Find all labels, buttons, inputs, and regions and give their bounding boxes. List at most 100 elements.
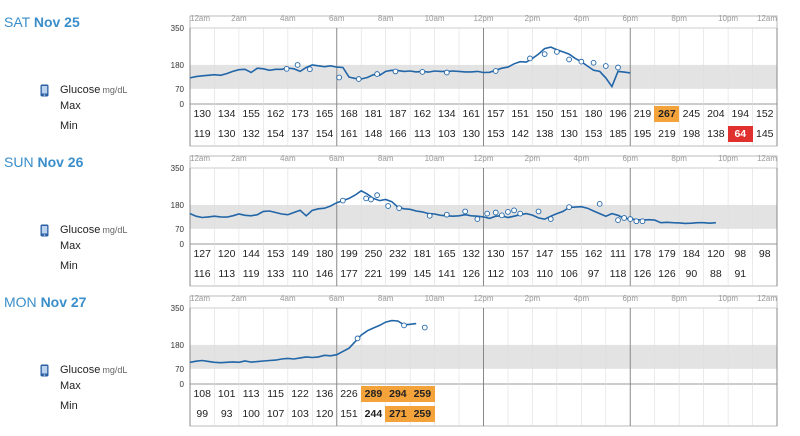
glucose-reading-point: [602, 63, 609, 69]
glucose-reading-point: [505, 209, 511, 215]
day-section-mon: MON Nov 27 Glucose mg/dL Max Min 12am 2am 4…: [0, 290, 800, 430]
max-value-cell: 134: [217, 108, 236, 120]
max-value-cell: 199: [340, 248, 358, 260]
day-date: Nov 25: [33, 14, 80, 30]
time-label: 2am: [231, 154, 247, 163]
max-value-cell: 162: [413, 108, 432, 120]
min-value-cell: 185: [609, 128, 627, 140]
max-value-cell: 130: [193, 108, 211, 120]
max-value-cell: 180: [315, 248, 334, 260]
max-row-label: Max: [60, 380, 81, 392]
glucose-reading-point: [511, 207, 517, 214]
max-value-cell: 294: [385, 386, 411, 402]
glucose-reading-point: [541, 51, 548, 57]
min-value-cell: 90: [685, 268, 698, 280]
day-title[interactable]: SUN Nov 26: [4, 154, 83, 170]
time-label: 12am: [757, 154, 777, 163]
glucose-reading-point: [517, 210, 524, 217]
time-label: 6pm: [622, 294, 638, 303]
time-label: 10am: [425, 154, 445, 163]
min-value-cell: 64: [727, 126, 753, 142]
max-value-cell: 219: [633, 108, 652, 120]
glucose-reading-point: [336, 74, 343, 81]
max-value-cell: 127: [193, 248, 211, 260]
time-label: 10pm: [718, 294, 738, 303]
max-value-cell: 153: [266, 248, 285, 260]
day-weekday: SAT: [4, 14, 34, 30]
day-section-sun: SUN Nov 26 Glucose mg/dL Max Min 12am 2am 4…: [0, 150, 800, 290]
max-value-cell: 168: [340, 108, 358, 120]
min-value-cell: 118: [609, 268, 627, 280]
time-label: 2am: [231, 14, 247, 23]
max-value-cell: 161: [462, 108, 481, 120]
min-value-cell: 219: [658, 128, 676, 140]
min-value-cell: 126: [462, 268, 481, 280]
time-label: 2pm: [525, 154, 541, 163]
min-value-cell: 130: [560, 128, 578, 140]
max-value-cell: 204: [707, 108, 725, 120]
y-tick-label: 180: [171, 341, 185, 350]
time-label: 4am: [280, 294, 296, 303]
max-value-cell: 151: [560, 108, 578, 120]
glucose-reading-point: [596, 200, 603, 207]
glucose-label: Glucose mg/dL: [60, 224, 127, 236]
glucose-reading-point: [340, 197, 346, 204]
time-label: 6am: [329, 14, 345, 23]
max-value-cell: 165: [315, 108, 334, 120]
max-value-cell: 250: [364, 248, 383, 260]
glucose-reading-point: [498, 212, 505, 219]
phone-icon: [40, 224, 49, 237]
day-title[interactable]: SAT Nov 25: [4, 14, 80, 30]
glucose-reading-point: [374, 192, 380, 198]
min-value-cell: 103: [291, 408, 309, 420]
max-value-cell: 155: [242, 108, 260, 120]
max-row-label: Max: [60, 240, 81, 252]
day-weekday: MON: [4, 294, 41, 310]
max-value-cell: 194: [731, 108, 750, 120]
glucose-reading-point: [639, 218, 646, 225]
glucose-reading-point: [474, 216, 481, 222]
glucose-reading-point: [615, 217, 621, 223]
min-value-cell: 145: [756, 128, 774, 140]
time-label: 8am: [378, 14, 394, 23]
time-label: 12pm: [473, 154, 493, 163]
y-tick-label: 180: [171, 61, 185, 70]
glucose-unit: mg/dL: [102, 365, 128, 375]
min-value-cell: 130: [462, 128, 481, 140]
max-value-cell: 187: [389, 108, 407, 120]
min-value-cell: 145: [413, 268, 432, 280]
glucose-reading-point: [421, 324, 428, 331]
min-value-cell: 132: [242, 128, 260, 140]
min-value-cell: 138: [707, 128, 725, 140]
max-value-cell: 162: [584, 248, 603, 260]
max-value-cell: 267: [654, 106, 680, 122]
min-value-cell: 271: [385, 406, 411, 422]
min-value-cell: 221: [364, 268, 383, 280]
max-value-cell: 108: [193, 388, 211, 400]
max-value-cell: 101: [217, 388, 236, 400]
glucose-chart: 12am 2am 4am 6am 8am 10am 12pm 2pm 4pm 6pm 8pm 10pm…: [171, 154, 778, 287]
glucose-reading-point: [374, 71, 380, 77]
glucose-label: Glucose mg/dL: [60, 84, 127, 96]
time-label: 8pm: [671, 154, 687, 163]
max-value-cell: 179: [658, 248, 676, 260]
day-title[interactable]: MON Nov 27: [4, 294, 86, 310]
time-label: 8pm: [671, 294, 687, 303]
min-value-cell: 146: [315, 268, 334, 280]
min-value-cell: 126: [658, 268, 676, 280]
max-value-cell: 181: [364, 108, 383, 120]
glucose-reading-point: [443, 69, 450, 76]
min-value-cell: 88: [710, 268, 722, 280]
max-value-cell: 226: [340, 388, 358, 400]
glucose-reading-point: [462, 208, 469, 215]
min-value-cell: 199: [389, 268, 407, 280]
min-value-cell: 103: [511, 268, 529, 280]
min-value-cell: 142: [511, 128, 529, 140]
glucose-reading-point: [578, 58, 585, 65]
time-label: 4am: [280, 154, 296, 163]
glucose-reading-point: [535, 208, 542, 215]
y-tick-label: 350: [171, 164, 185, 173]
glucose-curve: [189, 319, 417, 364]
max-value-cell: 155: [560, 248, 578, 260]
max-value-cell: 184: [682, 248, 701, 260]
